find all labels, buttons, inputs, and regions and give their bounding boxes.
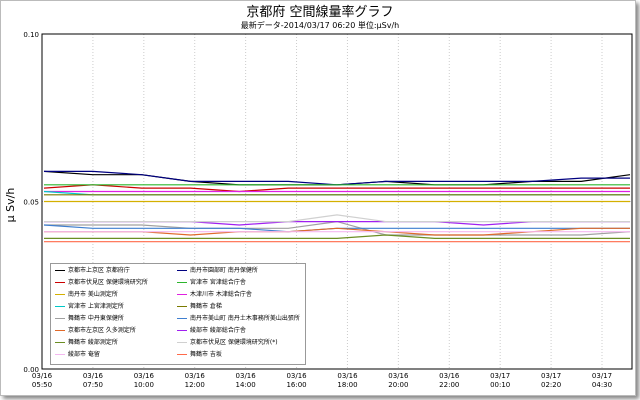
series-line-1 <box>43 170 631 186</box>
legend-swatch <box>177 294 187 295</box>
legend-label: 綾部市 奄留 <box>68 351 100 358</box>
legend-entry: 舞鶴市 吉坂 <box>177 351 222 358</box>
x-tick-date: 03/16 <box>32 372 53 380</box>
legend-entry: 宮津市 上宮津測定所 <box>55 303 124 310</box>
x-tick-date: 03/16 <box>83 372 104 380</box>
legend-entry: 南丹市 美山測定所 <box>55 291 118 298</box>
legend-swatch <box>177 342 187 343</box>
legend-label: 京都市左京区 久多測定所 <box>68 327 136 334</box>
legend-entry: 京都市伏見区 保健環境研究所(*) <box>177 339 278 346</box>
legend-entry: 木津川市 木津総合庁舎 <box>177 291 252 298</box>
legend-entry: 舞鶴市 綾部測定所 <box>55 339 118 346</box>
legend-label: 京都市伏見区 保健環境研究所 <box>68 279 148 286</box>
y-tick-label: 0.10 <box>23 31 39 39</box>
legend-label: 南丹市園部町 南丹保健所 <box>190 267 258 274</box>
legend-label: 舞鶴市 吉坂 <box>190 351 222 358</box>
x-tick-time: 05:50 <box>32 381 52 389</box>
legend-swatch <box>55 306 65 307</box>
legend-swatch <box>55 270 65 271</box>
legend-label: 舞鶴市 倉梯 <box>190 303 222 310</box>
x-tick-date: 03/16 <box>337 372 358 380</box>
legend-label: 木津川市 木津総合庁舎 <box>190 291 252 298</box>
x-tick-date: 03/16 <box>439 372 460 380</box>
x-tick-date: 03/16 <box>134 372 155 380</box>
legend-label: 京都市上京区 京都府庁 <box>68 267 130 274</box>
legend-swatch <box>177 306 187 307</box>
legend-label: 舞鶴市 中丹東保健所 <box>68 315 124 322</box>
legend-entry: 綾部市 奄留 <box>55 351 100 358</box>
legend-swatch <box>55 342 65 343</box>
legend-label: 綾部市 綾部総合庁舎 <box>190 327 246 334</box>
chart-subtitle: 最新データ-2014/03/17 06:20 単位:μSv/h <box>240 21 400 30</box>
y-tick-label: 0.00 <box>23 366 39 374</box>
legend-swatch <box>55 282 65 283</box>
legend-label: 京都市伏見区 保健環境研究所(*) <box>190 339 278 346</box>
series-layer <box>43 170 631 243</box>
series-line-13 <box>44 234 630 239</box>
x-tick-date: 03/17 <box>541 372 561 380</box>
x-tick-time: 16:00 <box>286 381 306 389</box>
y-axis-label: μ Sv/h <box>4 188 17 223</box>
legend-entry: 舞鶴市 中丹東保健所 <box>55 315 124 322</box>
x-tick-time: 10:00 <box>134 381 154 389</box>
plot-border <box>41 33 633 370</box>
y-tick-label: 0.05 <box>23 199 39 207</box>
legend-swatch <box>177 318 187 319</box>
legend-entry: 南丹市美山町 南丹土木事務所美山出張所 <box>177 315 300 322</box>
legend-label: 南丹市美山町 南丹土木事務所美山出張所 <box>190 315 300 322</box>
x-tick-time: 04:30 <box>592 381 612 389</box>
legend-swatch <box>55 294 65 295</box>
legend-entry: 南丹市園部町 南丹保健所 <box>177 267 258 274</box>
x-tick-time: 02:20 <box>541 381 561 389</box>
legend-label: 舞鶴市 綾部測定所 <box>68 339 118 346</box>
legend-entry: 京都市上京区 京都府庁 <box>55 267 130 274</box>
legend-entry: 綾部市 綾部総合庁舎 <box>177 327 246 334</box>
legend-swatch <box>177 330 187 331</box>
x-tick-time: 18:00 <box>337 381 357 389</box>
legend-entry: 宮津市 宮津総合庁舎 <box>177 279 246 286</box>
x-tick-date: 03/16 <box>286 372 307 380</box>
legend-swatch <box>55 354 65 355</box>
legend-label: 宮津市 宮津総合庁舎 <box>190 279 246 286</box>
legend-label: 宮津市 上宮津測定所 <box>68 303 124 310</box>
x-axis-ticks: 03/1605:5003/1607:5003/1610:0003/1612:00… <box>32 372 612 389</box>
legend-swatch <box>55 330 65 331</box>
x-tick-time: 07:50 <box>83 381 103 389</box>
series-line-2 <box>44 170 630 186</box>
x-tick-time: 22:00 <box>439 381 459 389</box>
legend-swatch <box>177 354 187 355</box>
legend-entry: 京都市左京区 久多測定所 <box>55 327 136 334</box>
series-line-3 <box>43 184 630 193</box>
x-tick-time: 12:00 <box>185 381 205 389</box>
x-tick-time: 00:10 <box>490 381 510 389</box>
legend-entry: 京都市伏見区 保健環境研究所 <box>55 279 148 286</box>
legend-swatch <box>177 282 187 283</box>
chart-title: 京都府 空間線量率グラフ <box>246 5 394 20</box>
x-tick-date: 03/17 <box>592 372 612 380</box>
x-tick-date: 03/16 <box>236 372 257 380</box>
legend-swatch <box>177 270 187 271</box>
x-tick-time: 14:00 <box>236 381 256 389</box>
x-tick-date: 03/16 <box>185 372 206 380</box>
series-line-14 <box>44 214 630 223</box>
legend: 京都市上京区 京都府庁 南丹市園部町 南丹保健所 京都市伏見区 保健環境研究所 宮津市… <box>50 263 306 365</box>
legend-entry: 舞鶴市 倉梯 <box>177 303 222 310</box>
legend-swatch <box>55 318 65 319</box>
legend-label: 南丹市 美山測定所 <box>68 291 118 298</box>
y-axis-ticks: 0.00 0.05 0.10 <box>23 31 39 374</box>
x-tick-time: 20:00 <box>388 381 408 389</box>
x-tick-date: 03/17 <box>490 372 510 380</box>
x-tick-date: 03/16 <box>388 372 409 380</box>
